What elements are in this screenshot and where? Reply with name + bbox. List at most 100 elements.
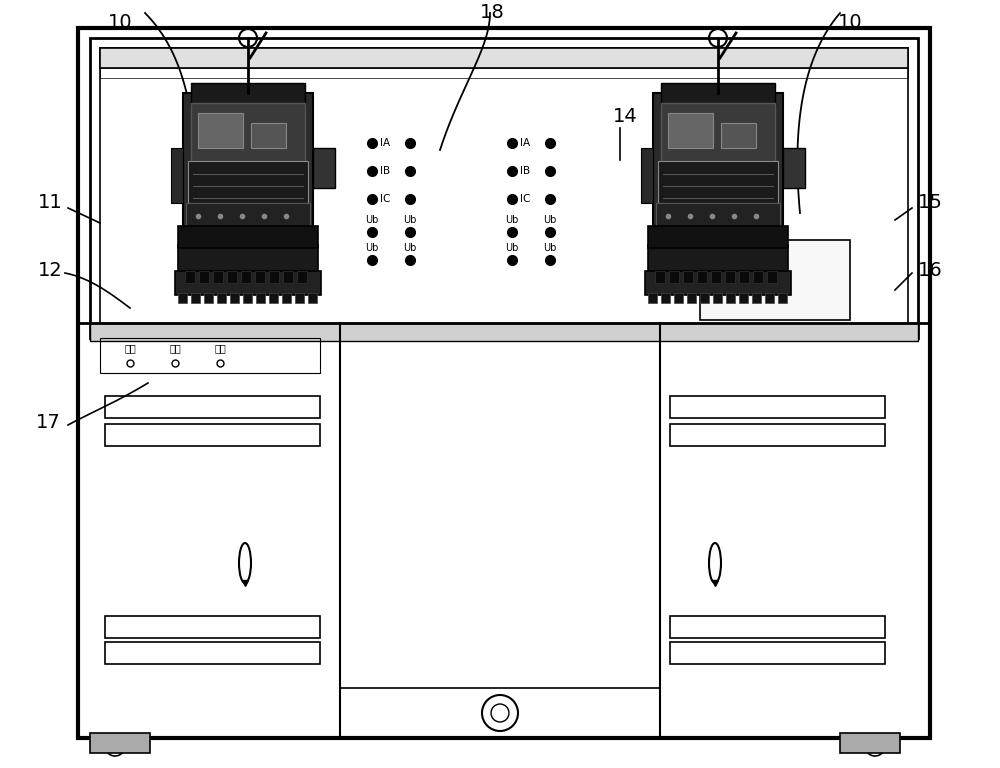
Text: 示数单: 示数单 bbox=[764, 273, 786, 286]
Bar bbox=[340, 688, 660, 738]
Text: 14: 14 bbox=[613, 107, 637, 125]
Bar bbox=[191, 103, 305, 163]
Bar bbox=[683, 271, 693, 283]
Bar bbox=[783, 148, 805, 188]
Bar bbox=[726, 293, 735, 303]
Bar bbox=[661, 83, 775, 108]
Text: IB: IB bbox=[520, 166, 530, 176]
Text: 16: 16 bbox=[918, 260, 942, 280]
Text: IC: IC bbox=[520, 194, 530, 204]
Bar bbox=[725, 271, 735, 283]
Bar bbox=[186, 203, 310, 228]
Bar bbox=[227, 271, 237, 283]
Bar bbox=[670, 616, 885, 638]
Text: Ub: Ub bbox=[403, 215, 417, 225]
Bar bbox=[661, 103, 775, 163]
Bar bbox=[661, 293, 670, 303]
Bar bbox=[721, 123, 756, 148]
Text: Ub: Ub bbox=[403, 243, 417, 253]
Bar bbox=[100, 48, 908, 68]
Text: Ub: Ub bbox=[543, 215, 557, 225]
Bar bbox=[241, 271, 251, 283]
Bar bbox=[269, 271, 279, 283]
Bar bbox=[753, 271, 763, 283]
Bar bbox=[778, 293, 787, 303]
Bar bbox=[687, 293, 696, 303]
Text: Ub: Ub bbox=[505, 243, 519, 253]
Text: IA: IA bbox=[520, 138, 530, 148]
Text: 10: 10 bbox=[108, 14, 132, 32]
Text: Ub: Ub bbox=[365, 215, 379, 225]
Bar bbox=[840, 733, 900, 753]
Bar bbox=[648, 245, 788, 273]
Text: Ub: Ub bbox=[365, 243, 379, 253]
Bar bbox=[767, 271, 777, 283]
Bar bbox=[191, 83, 305, 108]
Bar bbox=[282, 293, 291, 303]
Bar bbox=[78, 323, 930, 738]
Bar bbox=[213, 271, 223, 283]
Text: 12: 12 bbox=[38, 260, 62, 280]
Bar bbox=[655, 271, 665, 283]
Bar bbox=[670, 396, 885, 418]
Bar bbox=[105, 396, 320, 418]
Bar bbox=[100, 338, 320, 373]
Bar bbox=[191, 293, 200, 303]
Text: 13: 13 bbox=[246, 87, 270, 105]
Bar bbox=[645, 271, 791, 295]
Bar bbox=[175, 271, 321, 295]
Bar bbox=[183, 93, 313, 243]
Bar bbox=[198, 113, 243, 148]
Text: 10: 10 bbox=[838, 14, 862, 32]
Bar bbox=[295, 293, 304, 303]
Bar bbox=[670, 424, 885, 446]
Bar bbox=[178, 293, 187, 303]
Bar bbox=[713, 293, 722, 303]
Bar bbox=[653, 93, 783, 243]
Bar bbox=[313, 148, 335, 188]
Text: IB: IB bbox=[380, 166, 390, 176]
Bar bbox=[700, 293, 709, 303]
Bar bbox=[90, 38, 918, 338]
Bar bbox=[739, 293, 748, 303]
Bar bbox=[670, 642, 885, 664]
Text: 11: 11 bbox=[38, 194, 62, 213]
Bar bbox=[668, 113, 713, 148]
Text: 启动: 启动 bbox=[169, 343, 181, 353]
Bar bbox=[648, 226, 788, 248]
Bar bbox=[105, 616, 320, 638]
Text: IC: IC bbox=[380, 194, 390, 204]
Bar bbox=[230, 293, 239, 303]
Bar bbox=[78, 28, 930, 738]
Bar bbox=[255, 271, 265, 283]
Bar bbox=[739, 271, 749, 283]
Bar bbox=[283, 271, 293, 283]
Bar bbox=[90, 733, 150, 753]
Bar bbox=[641, 148, 653, 203]
Bar bbox=[100, 48, 908, 328]
Bar bbox=[105, 642, 320, 664]
Bar bbox=[765, 293, 774, 303]
Bar bbox=[669, 271, 679, 283]
Bar bbox=[243, 293, 252, 303]
Bar bbox=[185, 271, 195, 283]
Bar bbox=[100, 68, 908, 78]
Bar bbox=[700, 240, 850, 320]
Text: 17: 17 bbox=[36, 413, 60, 432]
Bar bbox=[648, 293, 657, 303]
Bar bbox=[711, 271, 721, 283]
Bar bbox=[297, 271, 307, 283]
Bar bbox=[256, 293, 265, 303]
Bar bbox=[697, 271, 707, 283]
Bar bbox=[204, 293, 213, 303]
Text: Ub: Ub bbox=[505, 215, 519, 225]
Bar bbox=[178, 226, 318, 248]
Bar bbox=[188, 161, 308, 203]
Text: 报警: 报警 bbox=[124, 343, 136, 353]
Bar bbox=[658, 161, 778, 203]
Bar bbox=[217, 293, 226, 303]
Bar bbox=[251, 123, 286, 148]
Bar bbox=[199, 271, 209, 283]
Bar bbox=[105, 424, 320, 446]
Text: 18: 18 bbox=[480, 4, 504, 22]
